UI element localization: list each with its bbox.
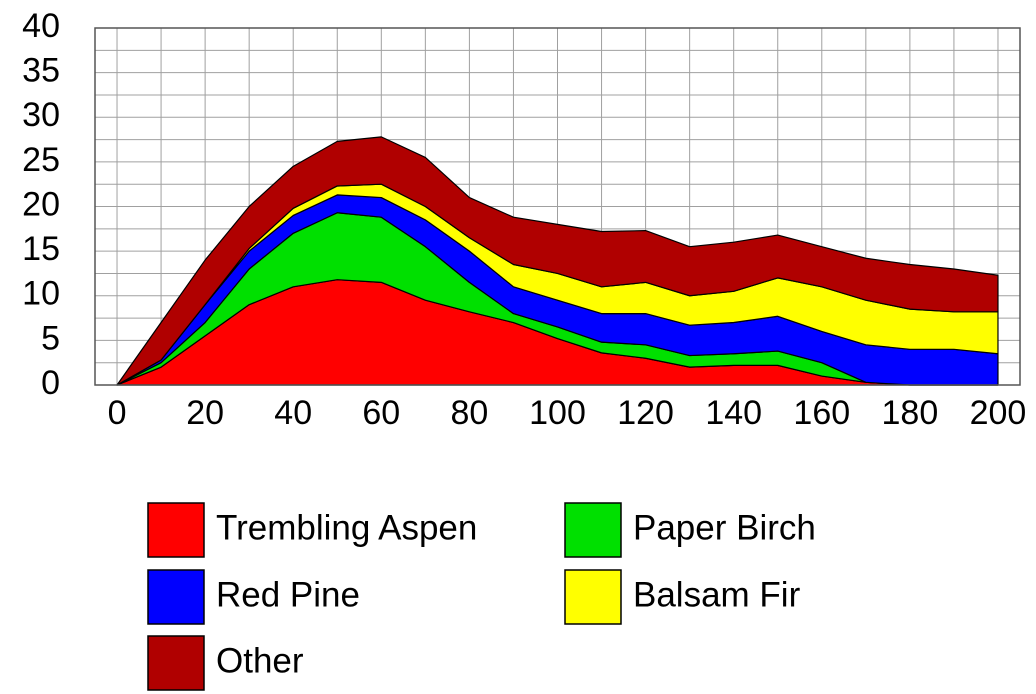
x-tick-label: 120 bbox=[617, 394, 674, 432]
y-tick-label: 40 bbox=[22, 7, 60, 45]
x-tick-label: 160 bbox=[793, 394, 850, 432]
x-tick-label: 60 bbox=[362, 394, 400, 432]
legend-label: Balsam Fir bbox=[633, 575, 801, 614]
legend-swatch bbox=[564, 502, 622, 558]
y-tick-label: 10 bbox=[22, 275, 60, 313]
legend-swatch bbox=[147, 502, 205, 558]
legend-label: Other bbox=[216, 641, 304, 680]
x-tick-label: 180 bbox=[882, 394, 939, 432]
y-tick-label: 15 bbox=[22, 230, 60, 268]
legend-swatch bbox=[147, 569, 205, 625]
x-tick-label: 40 bbox=[274, 394, 312, 432]
x-tick-label: 80 bbox=[450, 394, 488, 432]
x-tick-label: 0 bbox=[108, 394, 127, 432]
legend-label: Paper Birch bbox=[633, 508, 816, 547]
y-tick-label: 5 bbox=[41, 319, 60, 357]
x-tick-label: 20 bbox=[186, 394, 224, 432]
x-tick-label: 100 bbox=[529, 394, 586, 432]
y-tick-label: 30 bbox=[22, 96, 60, 134]
plot-border bbox=[94, 27, 1021, 386]
x-tick-label: 200 bbox=[970, 394, 1027, 432]
y-tick-label: 0 bbox=[41, 364, 60, 402]
x-tick-label: 140 bbox=[705, 394, 762, 432]
legend-swatch bbox=[564, 569, 622, 625]
area bbox=[116, 136, 999, 386]
y-tick-label: 35 bbox=[22, 52, 60, 90]
y-tick-label: 20 bbox=[22, 185, 60, 223]
legend-label: Trembling Aspen bbox=[216, 508, 477, 547]
y-tick-label: 25 bbox=[22, 141, 60, 179]
legend-label: Red Pine bbox=[216, 575, 360, 614]
legend-swatch bbox=[147, 635, 205, 691]
